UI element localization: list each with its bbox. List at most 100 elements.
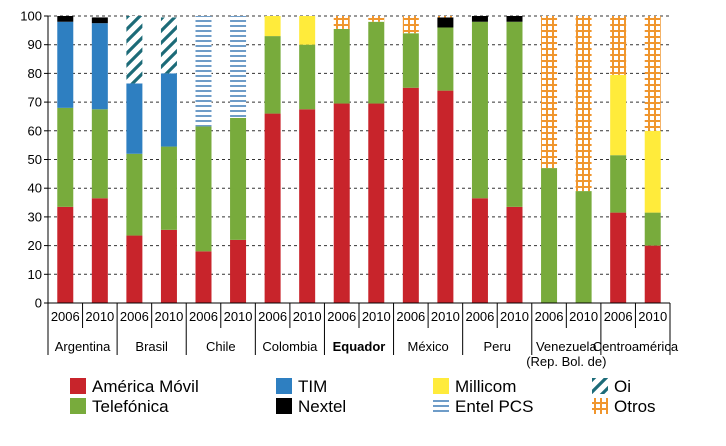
bar-segment-telef-nica: [644, 212, 661, 246]
bar-segment-telef-nica: [506, 21, 523, 207]
bar-segment-telef-nica: [541, 168, 558, 303]
legend-label: TIM: [298, 377, 327, 396]
bar-segment-otros: [610, 16, 627, 75]
bar-segment-telef-nica: [368, 21, 385, 104]
bar-segment-am-rica-m-vil: [368, 103, 385, 303]
bar-segment-millicom: [299, 16, 316, 45]
legend-label: Otros: [614, 397, 656, 416]
x-group-label: Brasil: [135, 339, 168, 354]
y-tick-label: 20: [28, 238, 42, 253]
y-tick-label: 60: [28, 123, 42, 138]
legend-label: Millicom: [455, 377, 516, 396]
bar-segment-telef-nica: [230, 117, 247, 240]
bar-segment-telef-nica: [333, 28, 350, 104]
bar-segment-am-rica-m-vil: [160, 229, 177, 303]
legend-swatch: [433, 398, 449, 414]
bar-segment-tim: [57, 21, 74, 108]
bar-segment-tim: [126, 83, 143, 154]
bar-segment-tim: [91, 23, 108, 110]
legend-swatch: [276, 378, 292, 394]
bar-segment-nextel: [471, 16, 488, 22]
x-tick-year: 2010: [224, 309, 253, 324]
legend-label: América Móvil: [92, 377, 199, 396]
y-tick-label: 80: [28, 66, 42, 81]
bar-segment-am-rica-m-vil: [506, 206, 523, 303]
y-tick-label: 50: [28, 152, 42, 167]
gridlines: [48, 15, 670, 275]
x-tick-year: 2006: [535, 309, 564, 324]
bar-segment-telef-nica: [299, 44, 316, 110]
x-tick-year: 2010: [85, 309, 114, 324]
x-group-label: Venezuela: [536, 339, 597, 354]
legend-label: Entel PCS: [455, 397, 533, 416]
bar-segment-am-rica-m-vil: [610, 212, 627, 303]
x-group-label: México: [408, 339, 449, 354]
x-group-sublabel: (Rep. Bol. de): [526, 354, 606, 369]
bar-segment-telef-nica: [126, 153, 143, 236]
y-tick-label: 90: [28, 37, 42, 52]
x-tick-year: 2010: [362, 309, 391, 324]
legend-swatch: [433, 378, 449, 394]
bar-segment-telef-nica: [195, 126, 212, 252]
bar-segment-oi: [126, 16, 143, 84]
x-tick-year: 2010: [569, 309, 598, 324]
bar-segment-am-rica-m-vil: [402, 87, 419, 303]
bar-segment-tim: [160, 73, 177, 147]
bar-segment-telef-nica: [57, 107, 74, 207]
bar-segment-telef-nica: [471, 21, 488, 199]
bar-segment-am-rica-m-vil: [126, 235, 143, 303]
x-group-label: Peru: [483, 339, 510, 354]
x-group-label: Chile: [206, 339, 236, 354]
bar-segment-am-rica-m-vil: [299, 109, 316, 304]
bar-segment-millicom: [644, 130, 661, 213]
x-tick-year: 2006: [258, 309, 287, 324]
x-tick-year: 2010: [431, 309, 460, 324]
axes: 0 10 20 30 40 50 60 70 80 90 100 2006 2010 Argentina 2…: [20, 9, 679, 370]
bar-segment-otros: [644, 16, 661, 131]
bar-segment-am-rica-m-vil: [471, 198, 488, 303]
x-group-label: Argentina: [55, 339, 111, 354]
bar-segment-telef-nica: [402, 33, 419, 88]
x-tick-year: 2006: [51, 309, 80, 324]
x-group-label: Equador: [333, 339, 386, 354]
bar-segment-telef-nica: [91, 109, 108, 199]
bar-segment-am-rica-m-vil: [644, 245, 661, 303]
bar-segment-telef-nica: [437, 27, 454, 91]
legend-swatch: [70, 398, 86, 414]
legend-swatch: [70, 378, 86, 394]
legend-label: Telefónica: [92, 397, 169, 416]
bar-segment-otros: [368, 16, 385, 22]
x-tick-year: 2010: [293, 309, 322, 324]
x-tick-year: 2006: [120, 309, 149, 324]
bar-segment-otros: [437, 16, 454, 18]
legend-swatch: [592, 378, 608, 394]
x-tick-year: 2010: [500, 309, 529, 324]
x-tick-year: 2006: [327, 309, 356, 324]
bar-segment-nextel: [57, 16, 74, 22]
bar-segment-millicom: [264, 16, 281, 37]
legend-label: Nextel: [298, 397, 346, 416]
x-tick-year: 2006: [604, 309, 633, 324]
bar-segment-otros: [575, 16, 592, 192]
legend-swatch: [276, 398, 292, 414]
bar-segment-entel-pcs: [195, 16, 212, 127]
bar-segment-nextel: [437, 17, 454, 28]
y-tick-label: 40: [28, 181, 42, 196]
bar-segment-am-rica-m-vil: [264, 113, 281, 303]
bar-segment-telef-nica: [575, 191, 592, 303]
bar-segment-am-rica-m-vil: [333, 103, 350, 303]
bar-segment-entel-pcs: [230, 16, 247, 118]
x-tick-year: 2006: [189, 309, 218, 324]
bars: [57, 16, 661, 304]
bar-segment-oi: [160, 17, 177, 74]
y-tick-label: 30: [28, 209, 42, 224]
x-group-label: Colombia: [262, 339, 318, 354]
bar-segment-otros: [541, 16, 558, 169]
x-group-label: Centroamérica: [593, 339, 679, 354]
x-tick-year: 2006: [465, 309, 494, 324]
bar-segment-nextel: [91, 17, 108, 24]
x-tick-year: 2006: [396, 309, 425, 324]
bar-segment-am-rica-m-vil: [437, 90, 454, 304]
